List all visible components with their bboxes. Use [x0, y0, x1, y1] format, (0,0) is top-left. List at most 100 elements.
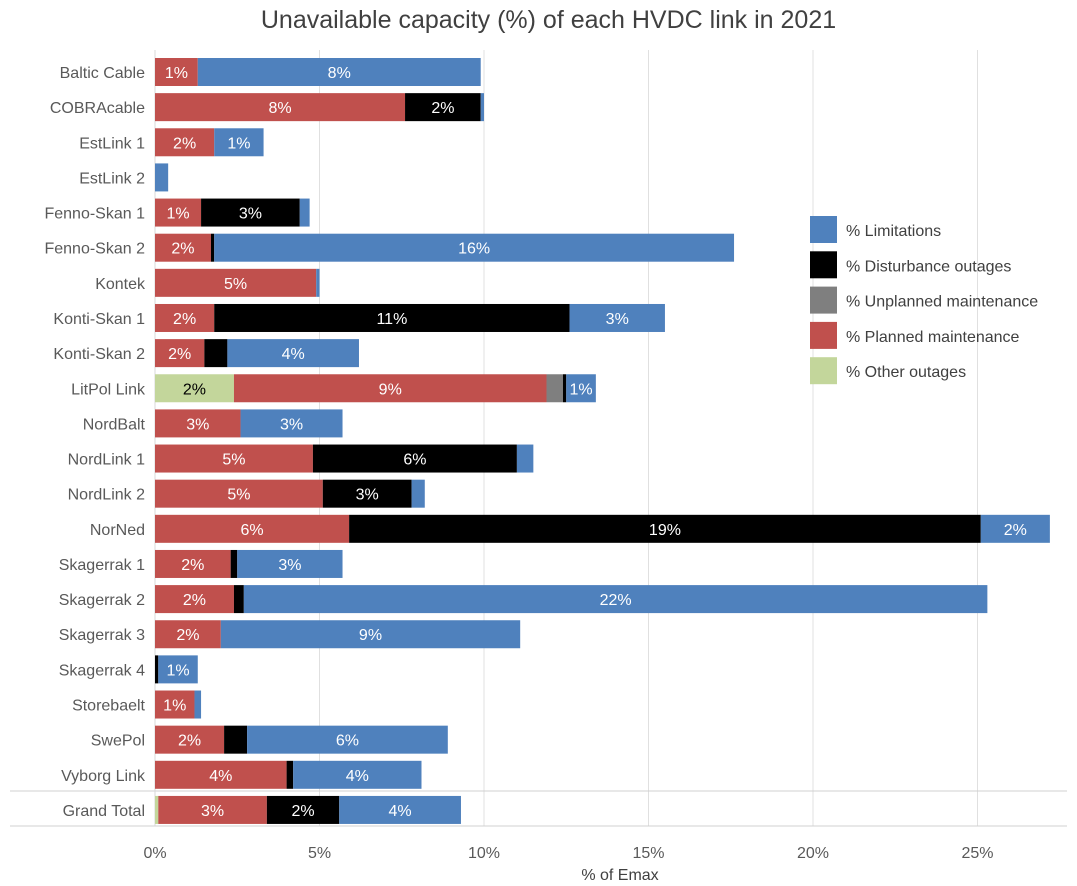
bar-segment — [243, 585, 988, 614]
legend-swatch — [810, 216, 837, 243]
legend-item: % Disturbance outages — [810, 251, 1011, 279]
bars-layer: 1% 8% 8% 2% 2% 1% 1% 3% 2% 16% 5% 2% 11% 3% 2% 4% 2% 9% 1%… — [155, 58, 1050, 824]
bar-segment — [546, 374, 563, 403]
category-label: Skagerrak 1 — [59, 557, 145, 574]
bar-segment — [339, 795, 461, 824]
x-tick-label: 25% — [961, 845, 993, 862]
x-tick-label: 10% — [468, 845, 500, 862]
data-label: 5% — [224, 276, 247, 293]
bar-segment — [204, 339, 228, 368]
data-label: 2% — [173, 135, 196, 152]
data-label: 1% — [163, 698, 186, 715]
legend: % Limitations % Disturbance outages % Unpl… — [810, 216, 1038, 385]
bar-segment — [293, 760, 422, 789]
legend-item: % Other outages — [810, 357, 966, 385]
data-label: 2% — [168, 346, 191, 363]
bar-segment — [155, 339, 205, 368]
bar-segment — [480, 93, 484, 122]
bar-segment — [562, 374, 567, 403]
bar-segment — [155, 479, 323, 508]
legend-swatch — [810, 251, 837, 279]
category-label: NordLink 1 — [68, 452, 145, 469]
bar-segment — [155, 128, 215, 157]
bar-segment — [266, 795, 340, 824]
data-label: 2% — [176, 627, 199, 644]
bar-segment — [230, 549, 238, 578]
bar-segment — [155, 93, 406, 122]
legend-label: % Limitations — [846, 223, 941, 240]
bar-segment — [237, 549, 343, 578]
data-label: 2% — [178, 733, 201, 750]
bar-segment — [214, 128, 264, 157]
bar-segment — [155, 760, 287, 789]
bar-segment — [312, 444, 517, 473]
data-label: 2% — [181, 557, 204, 574]
bar-segment — [155, 655, 159, 684]
data-label: 19% — [649, 522, 681, 539]
legend-item: % Planned maintenance — [810, 321, 1020, 349]
legend-label: % Disturbance outages — [846, 258, 1011, 275]
x-axis-title: % of Emax — [581, 867, 658, 884]
bar-segment — [155, 58, 198, 86]
category-label: Kontek — [95, 276, 146, 293]
data-label: 3% — [356, 487, 379, 504]
data-label: 4% — [389, 803, 412, 820]
category-label: Konti-Skan 2 — [53, 346, 145, 363]
bar-segment — [155, 303, 215, 332]
data-label: 2% — [183, 381, 206, 398]
data-label: 3% — [606, 311, 629, 328]
bar-segment — [155, 514, 350, 543]
legend-label: % Other outages — [846, 364, 966, 381]
data-label: 3% — [186, 416, 209, 433]
bar-segment — [220, 620, 521, 649]
category-label: EstLink 2 — [79, 170, 145, 187]
data-label: 2% — [173, 311, 196, 328]
legend-swatch — [810, 286, 837, 314]
data-label: 1% — [227, 135, 250, 152]
bar-segment — [194, 690, 202, 719]
category-label: Skagerrak 4 — [59, 662, 145, 679]
category-label: Vyborg Link — [61, 768, 146, 785]
bar-segment — [322, 479, 412, 508]
bar-segment — [155, 795, 159, 824]
bar-segment — [349, 514, 981, 543]
bar-segment — [247, 725, 448, 754]
data-label: 11% — [376, 311, 407, 328]
bar-segment — [155, 409, 241, 438]
data-label: 1% — [166, 662, 189, 679]
category-label: EstLink 1 — [79, 135, 145, 152]
bar-segment — [316, 268, 320, 297]
data-label: 2% — [171, 241, 194, 258]
data-label: 6% — [403, 452, 426, 469]
data-label: 22% — [600, 592, 632, 609]
bar-segment — [155, 374, 234, 403]
bar-segment — [233, 585, 244, 614]
bar-segment — [286, 760, 294, 789]
bar-segment — [155, 549, 231, 578]
bar-segment — [214, 233, 735, 262]
legend-swatch — [810, 357, 837, 385]
category-label: Fenno-Skan 2 — [44, 241, 145, 258]
x-axis-ticks: 0% 5% 10% 15% 20% 25% — [143, 845, 993, 862]
x-tick-label: 0% — [143, 845, 166, 862]
category-label: SwePol — [91, 733, 145, 750]
legend-label: % Planned maintenance — [846, 329, 1020, 346]
x-tick-label: 5% — [308, 845, 331, 862]
data-label: 3% — [280, 416, 303, 433]
data-label: 2% — [1004, 522, 1027, 539]
bar-segment — [155, 198, 202, 227]
bar-segment — [155, 690, 195, 719]
bar-segment — [411, 479, 425, 508]
bar-segment — [155, 725, 225, 754]
category-label: Skagerrak 2 — [59, 592, 145, 609]
category-label: Skagerrak 3 — [59, 627, 145, 644]
data-label: 4% — [346, 768, 369, 785]
data-label: 8% — [328, 65, 351, 82]
bar-segment — [155, 268, 317, 297]
legend-label: % Unplanned maintenance — [846, 294, 1038, 311]
data-label: 1% — [165, 65, 188, 82]
bar-segment — [299, 198, 310, 227]
bar-segment — [233, 374, 547, 403]
